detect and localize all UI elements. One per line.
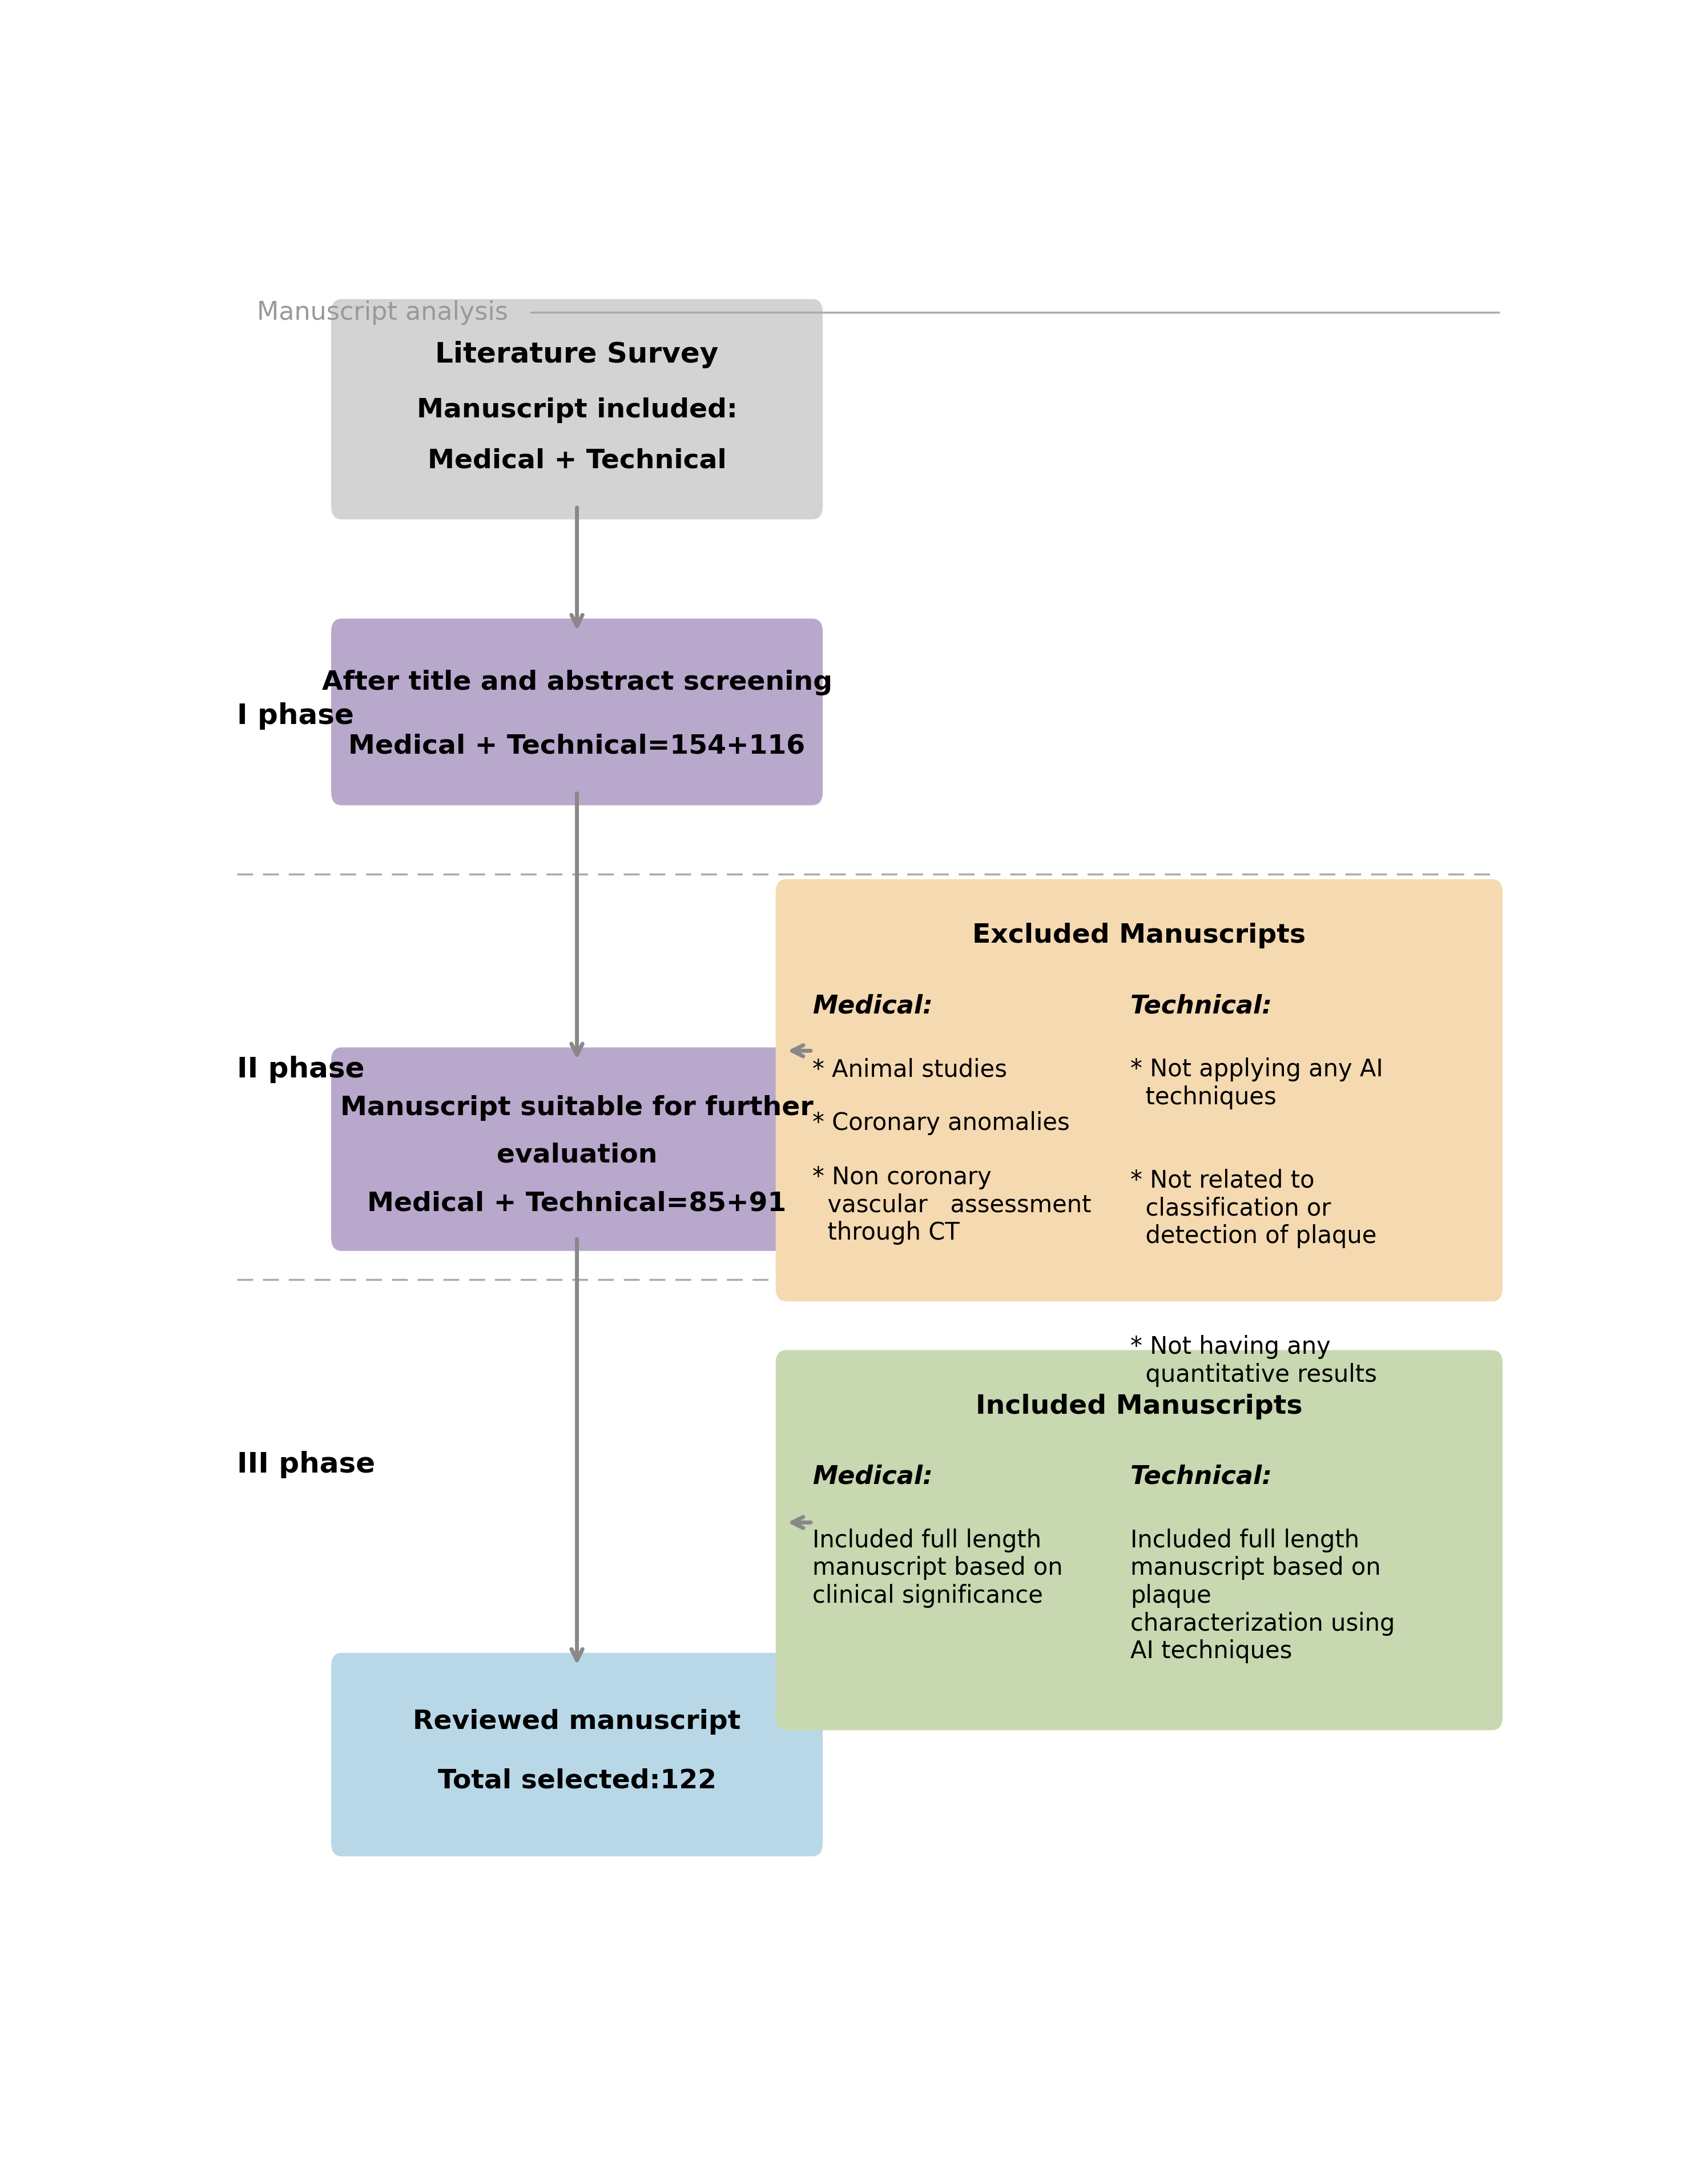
FancyBboxPatch shape [331, 618, 823, 806]
Text: After title and abstract screening: After title and abstract screening [322, 670, 832, 695]
FancyBboxPatch shape [776, 880, 1503, 1302]
Text: Included Manuscripts: Included Manuscripts [975, 1393, 1302, 1420]
Text: Literature Survey: Literature Survey [435, 341, 719, 369]
Text: Technical:: Technical: [1130, 1465, 1272, 1489]
Text: Medical:: Medical: [813, 994, 933, 1018]
Text: II phase: II phase [236, 1055, 364, 1083]
FancyBboxPatch shape [331, 299, 823, 520]
Text: * Non coronary
  vascular   assessment
  through CT: * Non coronary vascular assessment throu… [813, 1164, 1091, 1245]
Text: Total selected:122: Total selected:122 [437, 1767, 717, 1793]
Text: Technical:: Technical: [1130, 994, 1272, 1018]
Text: Included full length
manuscript based on
plaque
characterization using
AI techni: Included full length manuscript based on… [1130, 1529, 1395, 1664]
Text: * Animal studies: * Animal studies [813, 1057, 1007, 1081]
Text: Medical + Technical=154+116: Medical + Technical=154+116 [349, 734, 805, 760]
Text: * Not applying any AI
  techniques: * Not applying any AI techniques [1130, 1057, 1383, 1109]
Text: Manuscript included:: Manuscript included: [417, 397, 737, 424]
Text: I phase: I phase [236, 703, 354, 729]
FancyBboxPatch shape [776, 1350, 1503, 1730]
Text: III phase: III phase [236, 1450, 375, 1479]
Text: Reviewed manuscript: Reviewed manuscript [413, 1708, 741, 1734]
Text: Medical:: Medical: [813, 1465, 933, 1489]
Text: Excluded Manuscripts: Excluded Manuscripts [972, 924, 1306, 948]
FancyBboxPatch shape [331, 1048, 823, 1251]
Text: Manuscript analysis: Manuscript analysis [256, 299, 508, 325]
Text: * Not related to
  classification or
  detection of plaque: * Not related to classification or detec… [1130, 1168, 1377, 1247]
Text: Manuscript suitable for further: Manuscript suitable for further [341, 1094, 813, 1120]
Text: Included full length
manuscript based on
clinical significance: Included full length manuscript based on… [813, 1529, 1063, 1607]
Text: * Not having any
  quantitative results: * Not having any quantitative results [1130, 1334, 1377, 1387]
Text: evaluation: evaluation [496, 1142, 658, 1168]
Text: * Coronary anomalies: * Coronary anomalies [813, 1112, 1070, 1136]
FancyBboxPatch shape [331, 1653, 823, 1856]
Text: Medical + Technical: Medical + Technical [427, 448, 727, 474]
Text: Medical + Technical=85+91: Medical + Technical=85+91 [368, 1190, 786, 1216]
